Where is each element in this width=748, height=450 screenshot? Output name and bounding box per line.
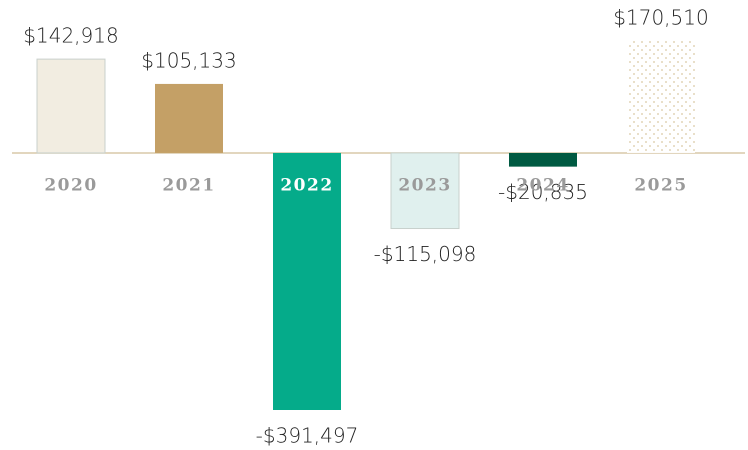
bar [36, 58, 106, 154]
bar [509, 152, 577, 167]
bar [273, 152, 341, 410]
value-label: $170,510 [613, 6, 708, 30]
bar [390, 152, 460, 230]
bar [627, 41, 695, 153]
x-tick-label: 2023 [398, 176, 451, 196]
x-tick-label: 2021 [162, 176, 215, 196]
bar [155, 83, 223, 153]
value-label: $142,918 [23, 24, 118, 48]
value-label: -$391,497 [256, 424, 359, 448]
x-tick-label: 2022 [280, 176, 333, 196]
value-label: $105,133 [141, 48, 236, 72]
x-tick-label: 2020 [44, 176, 97, 196]
x-tick-label: 2024 [516, 176, 569, 196]
value-label: -$115,098 [374, 242, 477, 266]
x-tick-label: 2025 [634, 176, 687, 196]
value-label: -$20,835 [498, 180, 588, 204]
